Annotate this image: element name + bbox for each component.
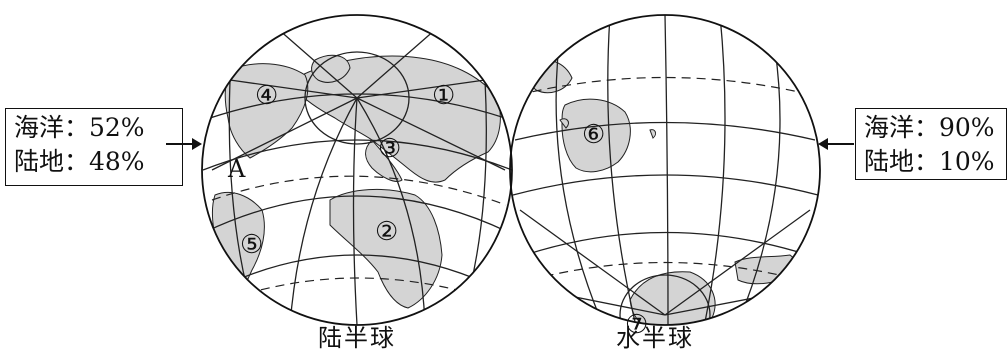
south-america-tip-landmass	[734, 254, 796, 285]
africa-landmass	[329, 188, 443, 309]
water-stats-arrow	[818, 138, 854, 150]
land-hemisphere-land-stat: 陆地：48%	[14, 147, 145, 176]
water-label-7: ⑦	[625, 310, 648, 340]
water-label-6: ⑥	[582, 120, 605, 150]
land-label-3: ③	[378, 134, 401, 164]
water-hemisphere-globe	[509, 14, 821, 326]
water-hemisphere-land-stat: 陆地：10%	[864, 147, 995, 176]
land-label-4: ④	[255, 81, 278, 111]
land-hemisphere-ocean-stat: 海洋：52%	[14, 113, 145, 142]
land-hemisphere-title: 陆半球	[318, 324, 396, 352]
land-label-1: ①	[432, 81, 455, 111]
north-america-landmass	[224, 63, 309, 159]
water-hemisphere-ocean-stat: 海洋：90%	[864, 113, 995, 142]
water-hemisphere-title: 水半球	[616, 324, 694, 352]
land-hemisphere-globe	[201, 14, 513, 326]
land-label-5: ⑤	[240, 230, 263, 260]
land-label-a: A	[227, 155, 246, 183]
land-stats-arrow	[166, 138, 202, 150]
land-label-2: ②	[375, 217, 398, 247]
water-hemisphere-stats-box: 海洋：90% 陆地：10%	[855, 108, 1007, 180]
land-hemisphere-stats-box: 海洋：52% 陆地：48%	[5, 108, 183, 186]
